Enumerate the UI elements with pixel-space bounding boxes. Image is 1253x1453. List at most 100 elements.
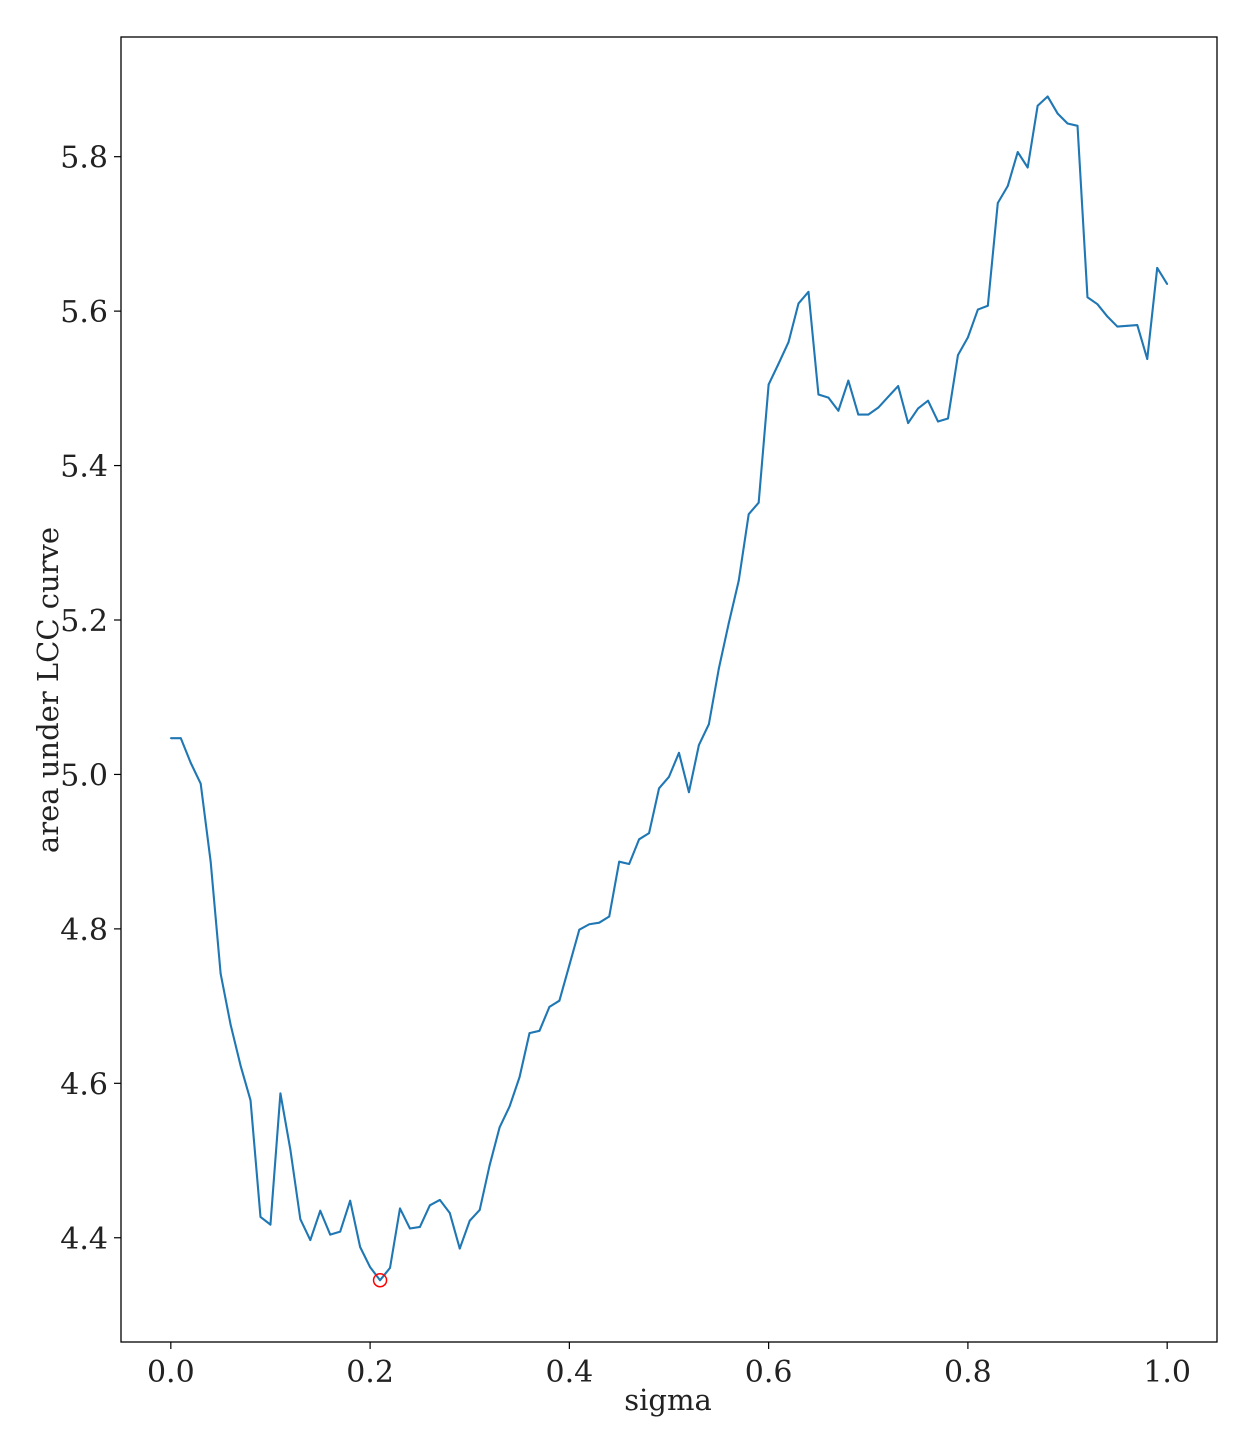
data-point: [967, 336, 969, 339]
data-point: [299, 1218, 302, 1221]
data-point: [1016, 151, 1019, 153]
data-point: [508, 1105, 511, 1108]
data-point: [1136, 324, 1139, 326]
y-tick-label: 4.8: [60, 913, 108, 948]
data-point: [1126, 324, 1129, 327]
data-point: [369, 1266, 371, 1268]
data-point: [339, 1230, 342, 1233]
data-point: [428, 1204, 431, 1207]
data-point: [249, 1099, 252, 1102]
data-point: [419, 1226, 421, 1228]
data-point: [468, 1219, 471, 1222]
data-point: [1066, 122, 1069, 125]
data-point: [867, 413, 870, 416]
data-point: [847, 379, 850, 382]
data-point: [319, 1209, 322, 1212]
data-point: [498, 1126, 501, 1129]
data-point: [478, 1209, 481, 1211]
data-point: [528, 1032, 531, 1035]
data-point: [568, 964, 571, 967]
data-point: [1076, 124, 1079, 127]
data-point: [927, 399, 929, 402]
y-tick-label: 5.8: [60, 141, 108, 176]
data-point: [189, 761, 192, 764]
data-point: [817, 393, 820, 396]
y-tick-label: 5.4: [60, 450, 108, 485]
data-point: [1036, 104, 1039, 107]
y-tick-label: 5.2: [60, 604, 108, 639]
data-point: [219, 972, 222, 975]
data-point: [986, 304, 989, 307]
y-axis-ticks: 4.4 4.6 4.8 5.0 5.2 5.4 5.6 5.8: [60, 141, 121, 1257]
x-tick-label: 1.0: [1143, 1355, 1191, 1390]
data-point: [538, 1029, 541, 1032]
data-point: [1166, 283, 1169, 286]
data-point: [329, 1233, 332, 1236]
data-point: [389, 1266, 391, 1269]
data-point: [349, 1199, 352, 1202]
data-point: [179, 737, 182, 740]
data-point: [488, 1164, 491, 1167]
data-point: [438, 1199, 441, 1201]
data-point: [897, 385, 900, 387]
data-point: [996, 202, 999, 204]
data-point: [887, 395, 890, 398]
x-axis-label: sigma: [624, 1383, 712, 1417]
y-tick-label: 5.0: [60, 758, 108, 793]
x-tick-label: 0.0: [147, 1355, 195, 1390]
data-point: [309, 1239, 312, 1241]
data-point: [787, 341, 790, 343]
data-point: [1116, 325, 1119, 328]
x-axis-ticks: 0.0 0.2 0.4 0.6 0.8 1.0: [147, 1342, 1191, 1390]
y-tick-label: 4.4: [60, 1222, 108, 1257]
data-point: [1056, 112, 1059, 115]
data-point: [359, 1246, 362, 1248]
data-point: [289, 1148, 292, 1151]
plot-frame: [120, 36, 1218, 1343]
plot-area: [169, 95, 1169, 1288]
data-point: [409, 1227, 411, 1230]
x-tick-label: 0.4: [546, 1355, 594, 1390]
data-point: [917, 407, 919, 410]
data-point: [767, 383, 770, 386]
data-point: [1106, 315, 1109, 318]
y-axis-label: area under LCC curve: [31, 527, 65, 853]
data-point: [518, 1076, 521, 1079]
data-point: [727, 622, 730, 624]
data-point: [947, 417, 949, 420]
data-point: [777, 362, 780, 365]
data-point: [1146, 358, 1149, 360]
data-point: [1156, 266, 1159, 269]
x-tick-label: 0.6: [745, 1355, 793, 1390]
data-point: [608, 915, 611, 918]
minimum-marker: [372, 1272, 388, 1288]
data-point: [558, 999, 561, 1002]
data-point: [618, 860, 621, 863]
data-point: [648, 832, 650, 835]
data-point: [169, 737, 172, 740]
data-point: [1046, 95, 1049, 98]
data-point: [907, 422, 910, 424]
data-point: [957, 354, 959, 357]
data-point: [638, 838, 641, 841]
data-point: [707, 723, 710, 726]
data-point: [837, 409, 840, 412]
data-point: [688, 791, 690, 794]
data-point: [588, 923, 591, 926]
data-point: [548, 1005, 551, 1008]
data-point: [807, 290, 810, 293]
data-point: [269, 1223, 272, 1226]
data-point: [747, 513, 750, 516]
data-point: [827, 396, 830, 399]
data-point: [229, 1023, 232, 1026]
data-point: [697, 744, 700, 746]
data-point: [937, 420, 939, 423]
data-point: [1026, 166, 1029, 169]
data-point: [1006, 185, 1009, 187]
data-point: [1086, 296, 1089, 299]
data-point: [757, 501, 760, 504]
x-tick-label: 0.8: [944, 1355, 992, 1390]
data-point: [399, 1207, 401, 1210]
